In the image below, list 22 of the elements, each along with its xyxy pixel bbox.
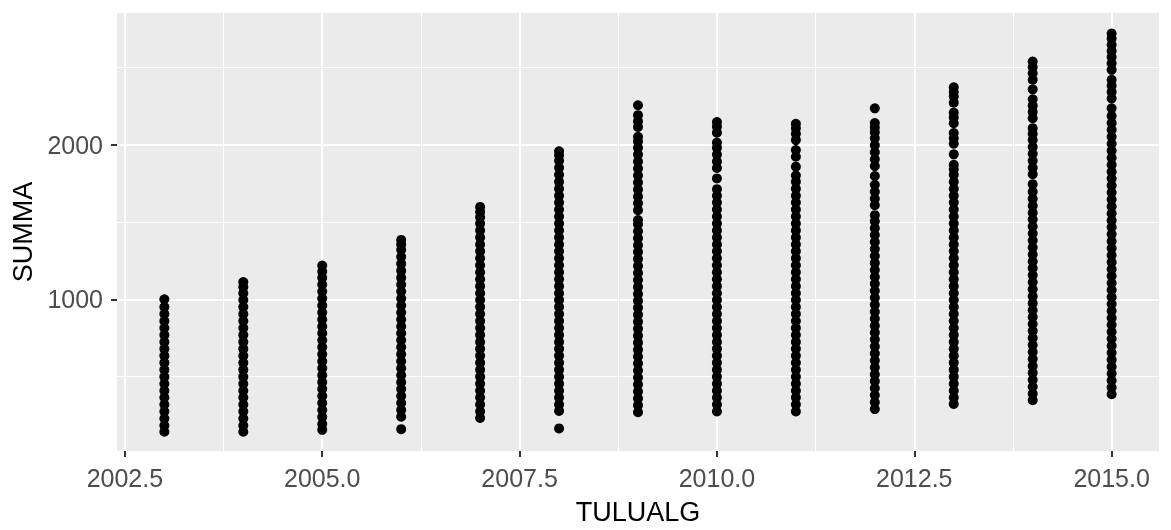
point (554, 423, 565, 434)
x-tick-label: 2010.0 (678, 463, 756, 492)
point (869, 103, 880, 114)
y-axis-title: SUMMA (7, 181, 38, 283)
y-tick-label: 1000 (47, 285, 103, 314)
point (711, 173, 722, 184)
point (869, 170, 880, 181)
point (948, 149, 959, 160)
point (159, 294, 170, 305)
point (396, 424, 407, 435)
point (1027, 84, 1038, 95)
point (633, 100, 643, 111)
x-tick-label: 2005.0 (284, 463, 361, 492)
y-tick-label: 2000 (47, 130, 103, 159)
x-tick-label: 2007.5 (481, 463, 558, 492)
point (790, 144, 801, 155)
x-tick-label: 2002.5 (86, 463, 164, 492)
x-tick-label: 2015.0 (1073, 463, 1150, 492)
point (790, 161, 801, 172)
point (869, 179, 880, 190)
x-axis-title: TULUALG (575, 496, 701, 527)
x-tick-label: 2012.5 (876, 463, 953, 492)
